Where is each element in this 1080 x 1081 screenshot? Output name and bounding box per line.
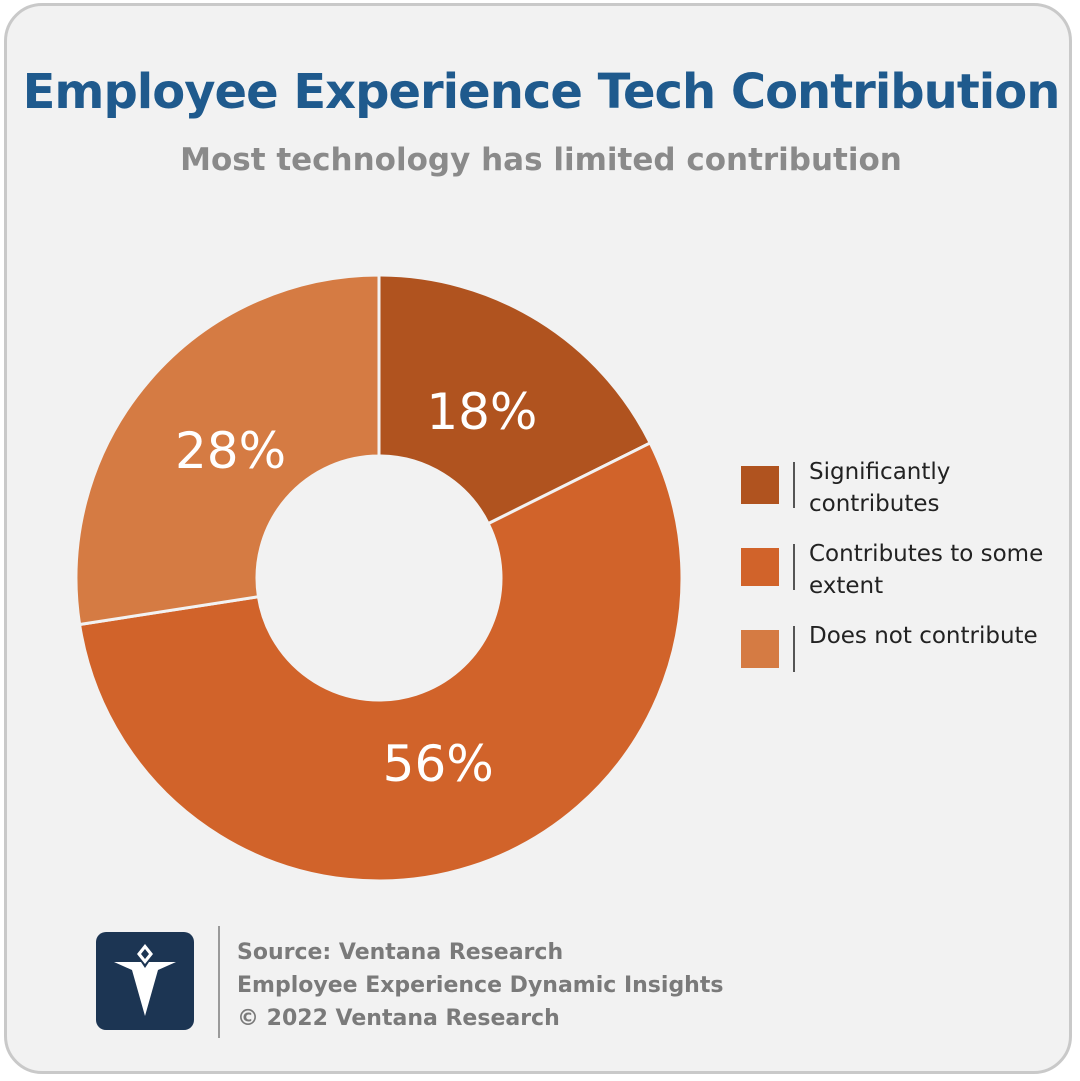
ventana-v-logo-icon	[96, 932, 194, 1030]
report-line: Employee Experience Dynamic Insights	[237, 973, 724, 998]
legend-swatch-not-contribute	[741, 630, 779, 668]
legend-divider	[793, 462, 795, 508]
legend-label: Significantly contributes	[809, 459, 951, 517]
chart-title: Employee Experience Tech Contribution	[22, 64, 1061, 120]
slice-significantly-contributes	[377, 273, 653, 526]
copyright-line: © 2022 Ventana Research	[237, 1006, 560, 1031]
legend-swatch-significantly	[741, 466, 779, 504]
chart-card: Employee Experience Tech Contribution Mo…	[4, 3, 1072, 1074]
slice-does-not-contribute	[74, 273, 381, 627]
slice-value-label: 18%	[426, 383, 537, 441]
slice-value-label: 28%	[175, 422, 286, 480]
legend-divider	[793, 626, 795, 672]
footer-source: Source: Ventana Research Employee Experi…	[237, 936, 723, 1035]
slice-contributes-some-extent	[77, 440, 684, 883]
legend-label: Does not contribute	[809, 623, 1038, 649]
footer-divider	[218, 926, 220, 1038]
legend-swatch-some-extent	[741, 548, 779, 586]
legend-label: Contributes to some extent	[809, 541, 1044, 599]
slice-value-label: 56%	[383, 735, 494, 793]
donut-chart: 18% 56% 28%	[74, 273, 684, 883]
source-line: Source: Ventana Research	[237, 940, 564, 965]
legend-divider	[793, 544, 795, 590]
chart-subtitle: Most technology has limited contribution	[180, 142, 902, 178]
